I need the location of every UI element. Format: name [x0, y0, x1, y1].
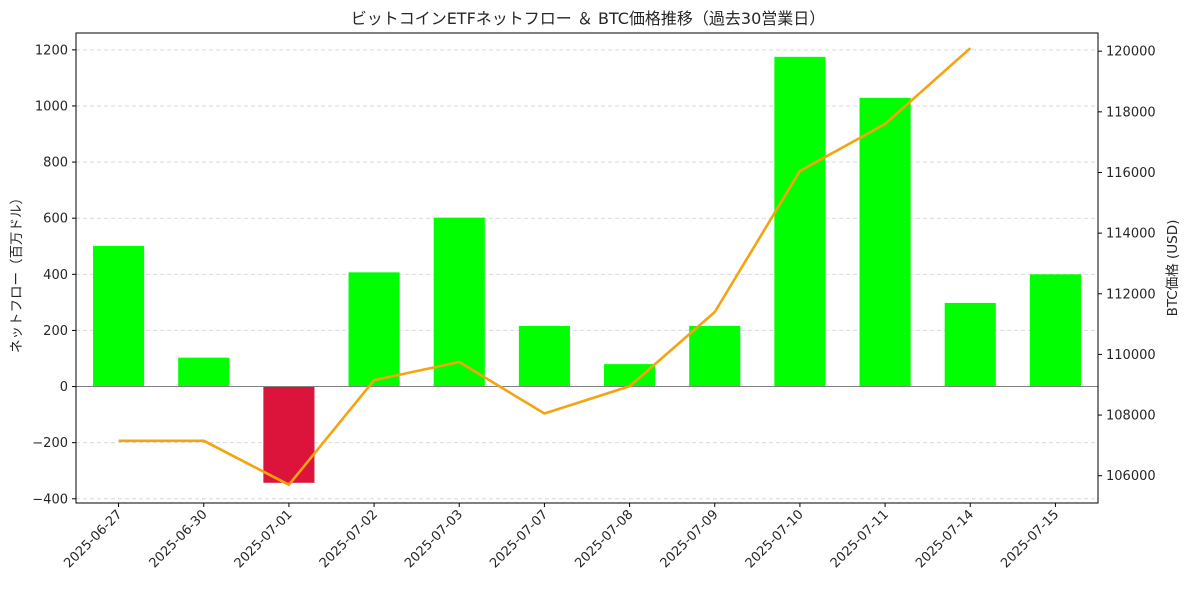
y-right-tick-label: 120000 — [1106, 45, 1156, 60]
bar-2025-07-10 — [774, 56, 826, 387]
y-left-tick-label: −400 — [32, 492, 68, 507]
x-tick-label: 2025-07-09 — [658, 507, 722, 571]
x-tick-label: 2025-07-08 — [572, 507, 636, 571]
y-left-tick-label: 1000 — [35, 99, 68, 114]
y-left-tick-label: 600 — [43, 212, 68, 227]
bar-2025-06-30 — [178, 357, 230, 387]
bar-2025-07-07 — [518, 325, 570, 387]
y-axis-right-title: BTC価格 (USD) — [1165, 220, 1181, 317]
y-right-tick-label: 114000 — [1106, 227, 1156, 242]
plot-frame — [75, 32, 1099, 504]
x-tick-label: 2025-07-10 — [743, 507, 807, 571]
y-right-tick-label: 116000 — [1106, 166, 1156, 181]
x-tick-label: 2025-07-11 — [828, 507, 892, 571]
x-tick-label: 2025-07-15 — [998, 507, 1062, 571]
x-tick-label: 2025-06-30 — [147, 507, 211, 571]
y-left-tick-label: 0 — [60, 380, 68, 395]
y-right-tick-label: 112000 — [1106, 287, 1156, 302]
bar-series — [93, 56, 1081, 483]
y-left-tick-label: 1200 — [35, 43, 68, 58]
y-left-tick-label: −200 — [32, 436, 68, 451]
x-tick-label: 2025-07-07 — [487, 507, 551, 571]
y-axis-left: −400 −200 0 200 400 600 800 1000 1200 — [32, 43, 76, 507]
x-tick-label: 2025-07-14 — [913, 507, 977, 571]
y-left-tick-label: 200 — [43, 324, 68, 339]
bar-2025-07-02 — [348, 272, 400, 387]
y-right-tick-label: 110000 — [1106, 348, 1156, 363]
y-left-tick-label: 400 — [43, 268, 68, 283]
x-tick-label: 2025-06-27 — [61, 507, 125, 571]
chart-title: ビットコインETFネットフロー ＆ BTC価格推移（過去30営業日） — [351, 9, 826, 28]
x-tick-label: 2025-07-01 — [232, 507, 296, 571]
y-axis-left-title: ネットフロー（百万ドル） — [9, 191, 25, 353]
price-line-series — [118, 47, 972, 487]
grid-lines — [76, 49, 1098, 500]
bar-2025-07-14 — [944, 302, 996, 387]
bar-2025-07-03 — [433, 217, 485, 387]
y-right-tick-label: 106000 — [1106, 469, 1156, 484]
y-left-tick-label: 800 — [43, 156, 68, 171]
bar-2025-07-15 — [1029, 274, 1081, 387]
y-axis-right: 106000 108000 110000 112000 114000 116000 1180… — [1098, 45, 1156, 484]
bar-2025-07-09 — [689, 325, 741, 387]
bar-2025-07-01 — [263, 386, 315, 483]
btc-price-line — [118, 47, 972, 487]
bar-2025-07-11 — [859, 97, 911, 387]
bar-2025-06-27 — [93, 245, 145, 387]
y-right-tick-label: 108000 — [1106, 409, 1156, 424]
bar-2025-07-08 — [604, 364, 656, 387]
y-right-tick-label: 118000 — [1106, 105, 1156, 120]
x-axis: 2025-06-27 2025-06-30 2025-07-01 2025-07-02… — [61, 503, 1062, 571]
x-tick-label: 2025-07-02 — [317, 507, 381, 571]
x-tick-label: 2025-07-03 — [402, 507, 466, 571]
